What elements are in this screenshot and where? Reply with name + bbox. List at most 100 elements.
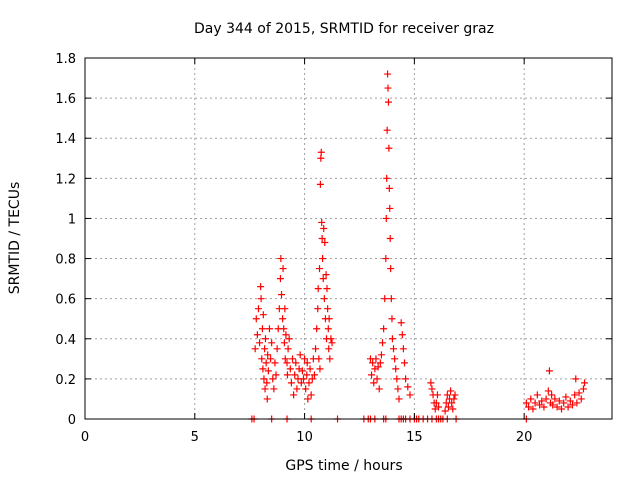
data-point	[279, 315, 287, 323]
data-point	[279, 265, 287, 273]
data-point	[302, 385, 310, 393]
data-point	[577, 395, 585, 403]
data-point	[383, 174, 391, 182]
data-point	[286, 365, 294, 373]
data-point	[320, 224, 328, 232]
data-point	[390, 345, 398, 353]
data-point	[384, 70, 392, 78]
x-axis-label: GPS time / hours	[285, 458, 402, 474]
data-point	[284, 345, 292, 353]
data-point	[328, 339, 336, 347]
data-point	[388, 315, 396, 323]
y-tick-label: 1	[68, 212, 76, 227]
y-tick-label: 0.4	[55, 333, 76, 348]
data-point	[385, 144, 393, 152]
data-point	[544, 387, 552, 395]
data-point	[386, 235, 394, 242]
data-point	[447, 387, 455, 395]
data-point	[268, 339, 276, 347]
data-point	[319, 255, 327, 263]
data-point	[368, 371, 376, 379]
data-point	[545, 367, 553, 375]
data-point	[324, 305, 332, 313]
data-point	[572, 375, 580, 383]
data-point	[299, 375, 307, 383]
data-point	[280, 325, 288, 333]
data-point	[382, 255, 390, 263]
data-point	[322, 271, 330, 279]
y-tick-label: 0.6	[55, 293, 76, 308]
data-point	[327, 335, 335, 343]
data-point	[531, 399, 539, 407]
data-point	[267, 355, 275, 363]
data-point	[373, 375, 381, 383]
data-point	[553, 403, 561, 411]
data-point	[292, 359, 300, 367]
data-point	[548, 391, 556, 399]
data-point	[527, 395, 535, 403]
data-point	[393, 375, 401, 383]
data-point	[317, 154, 325, 162]
data-point	[258, 325, 266, 333]
data-point	[318, 235, 326, 242]
data-point	[308, 375, 316, 383]
data-point	[281, 355, 289, 363]
data-point	[263, 379, 271, 387]
data-point	[297, 379, 305, 387]
data-point	[259, 311, 267, 319]
data-point	[259, 365, 267, 373]
data-point	[316, 365, 324, 373]
data-point	[316, 180, 324, 188]
x-tick-label: 20	[516, 430, 533, 445]
data-point	[257, 283, 265, 291]
data-point	[282, 331, 290, 339]
data-point	[428, 385, 436, 393]
data-point	[317, 148, 325, 156]
data-point	[269, 375, 277, 383]
data-point	[260, 375, 268, 383]
data-point	[258, 355, 266, 363]
data-point	[273, 345, 281, 353]
data-point	[372, 355, 380, 363]
data-point	[542, 395, 550, 403]
plot-frame	[84, 57, 613, 420]
data-point	[304, 395, 312, 403]
data-point	[573, 399, 581, 407]
data-point	[306, 365, 314, 373]
data-point	[251, 345, 259, 353]
data-point	[313, 325, 321, 333]
data-point	[320, 295, 328, 303]
data-point	[443, 391, 451, 399]
data-point	[261, 345, 269, 353]
data-point	[380, 325, 388, 333]
data-point	[391, 355, 399, 363]
data-point	[444, 403, 452, 411]
data-point	[253, 331, 261, 339]
data-point	[278, 291, 286, 299]
data-point	[381, 295, 389, 303]
data-point	[283, 359, 291, 367]
data-point	[296, 351, 304, 359]
data-point	[522, 399, 530, 407]
data-point	[564, 403, 572, 411]
y-tick-label: 0.2	[55, 373, 76, 388]
data-point	[315, 355, 323, 363]
y-tick-label: 1.8	[55, 52, 76, 67]
data-point	[257, 295, 265, 303]
data-point	[312, 345, 320, 353]
y-tick-label: 0	[68, 413, 76, 428]
data-point	[305, 379, 313, 387]
data-point	[254, 305, 262, 313]
data-point	[392, 365, 400, 373]
data-point	[384, 98, 392, 106]
data-point	[261, 385, 269, 393]
data-point	[325, 345, 333, 353]
data-point	[318, 218, 326, 226]
data-point	[533, 391, 541, 399]
data-point	[293, 385, 301, 393]
data-points	[248, 70, 589, 423]
y-tick-label: 1.2	[55, 172, 76, 187]
data-point	[290, 391, 298, 399]
data-point	[303, 359, 311, 367]
